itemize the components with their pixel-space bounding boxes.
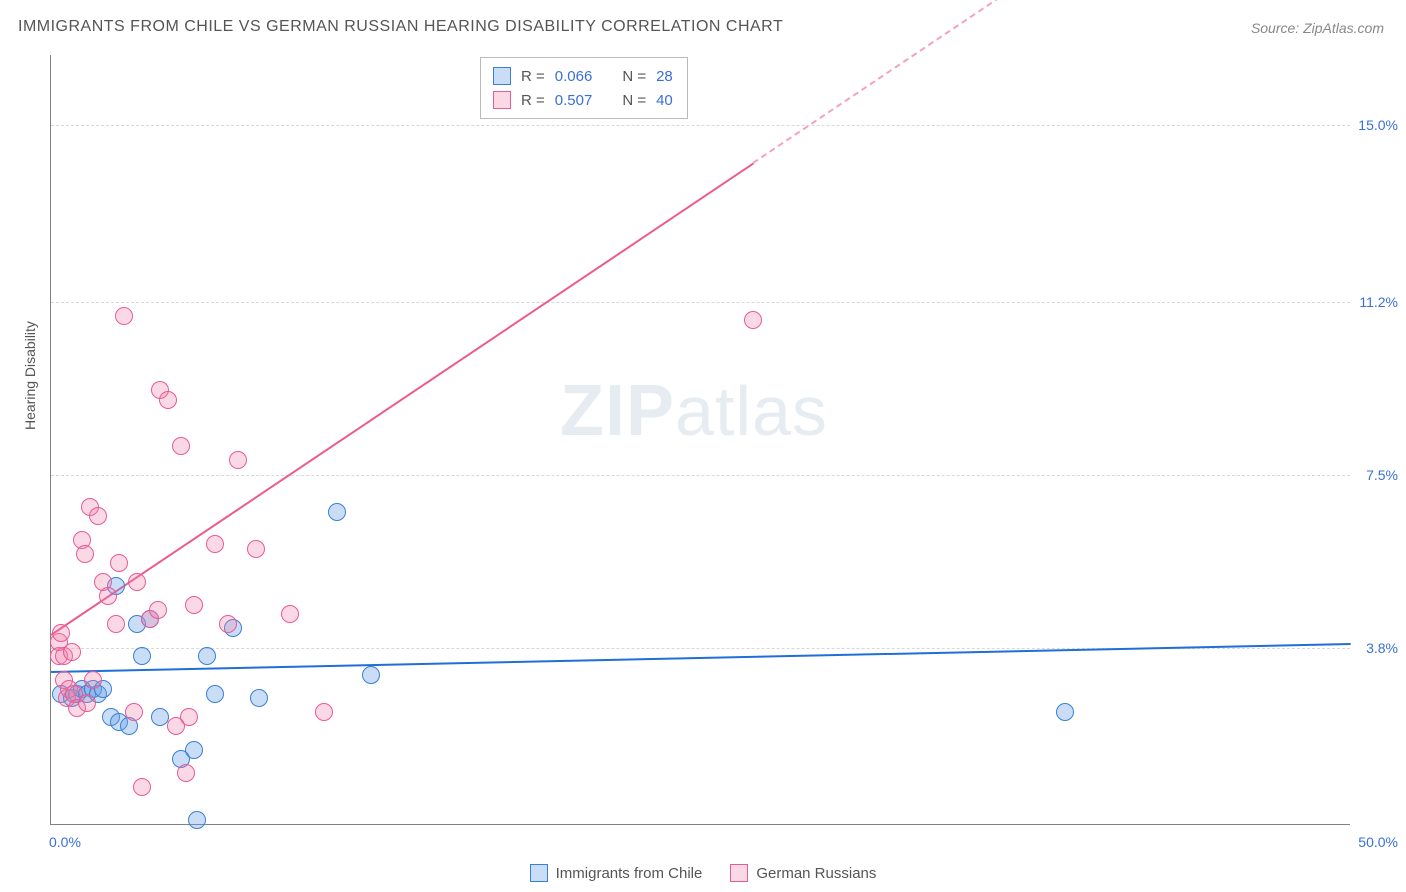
series-legend: Immigrants from Chile German Russians [0, 864, 1406, 882]
data-point [219, 615, 237, 633]
data-point [159, 391, 177, 409]
data-point [128, 573, 146, 591]
legend-swatch [493, 91, 511, 109]
data-point [315, 703, 333, 721]
correlation-legend: R = 0.066 N = 28 R = 0.507 N = 40 [480, 57, 688, 119]
y-tick-label: 3.8% [1354, 640, 1398, 656]
legend-row: R = 0.066 N = 28 [493, 64, 673, 88]
data-point [78, 694, 96, 712]
data-point [107, 615, 125, 633]
legend-r-value: 0.066 [555, 68, 593, 85]
legend-r-label: R = [521, 68, 545, 85]
y-tick-label: 11.2% [1354, 294, 1398, 310]
y-axis-label: Hearing Disability [22, 321, 38, 430]
legend-r-label: R = [521, 92, 545, 109]
legend-label: German Russians [756, 865, 876, 882]
data-point [362, 666, 380, 684]
data-point [250, 689, 268, 707]
legend-label: Immigrants from Chile [556, 865, 703, 882]
legend-r-value: 0.507 [555, 92, 593, 109]
source-attribution: Source: ZipAtlas.com [1251, 20, 1384, 36]
data-point [206, 535, 224, 553]
plot-area: 3.8%7.5%11.2%15.0%0.0%50.0% [50, 55, 1350, 825]
legend-n-value: 40 [656, 92, 673, 109]
x-tick-label: 0.0% [49, 834, 81, 850]
legend-n-label: N = [622, 68, 646, 85]
data-point [744, 311, 762, 329]
data-point [110, 554, 128, 572]
data-point [229, 451, 247, 469]
gridline [51, 125, 1350, 126]
x-tick-label: 50.0% [1358, 834, 1398, 850]
legend-item: Immigrants from Chile [530, 864, 703, 882]
data-point [149, 601, 167, 619]
data-point [185, 596, 203, 614]
trendline [50, 163, 753, 636]
data-point [247, 540, 265, 558]
data-point [52, 624, 70, 642]
legend-item: German Russians [730, 864, 876, 882]
legend-n-value: 28 [656, 68, 673, 85]
legend-row: R = 0.507 N = 40 [493, 88, 673, 112]
legend-n-label: N = [622, 92, 646, 109]
data-point [177, 764, 195, 782]
data-point [172, 437, 190, 455]
data-point [328, 503, 346, 521]
chart-title: IMMIGRANTS FROM CHILE VS GERMAN RUSSIAN … [18, 18, 783, 36]
gridline [51, 302, 1350, 303]
data-point [206, 685, 224, 703]
data-point [89, 507, 107, 525]
legend-swatch [530, 864, 548, 882]
data-point [281, 605, 299, 623]
data-point [115, 307, 133, 325]
data-point [84, 671, 102, 689]
legend-swatch [493, 67, 511, 85]
legend-swatch [730, 864, 748, 882]
gridline [51, 475, 1350, 476]
data-point [1056, 703, 1074, 721]
data-point [185, 741, 203, 759]
data-point [180, 708, 198, 726]
data-point [63, 643, 81, 661]
y-tick-label: 7.5% [1354, 467, 1398, 483]
data-point [133, 647, 151, 665]
data-point [133, 778, 151, 796]
data-point [99, 587, 117, 605]
data-point [125, 703, 143, 721]
data-point [198, 647, 216, 665]
y-tick-label: 15.0% [1354, 117, 1398, 133]
data-point [76, 545, 94, 563]
data-point [188, 811, 206, 829]
